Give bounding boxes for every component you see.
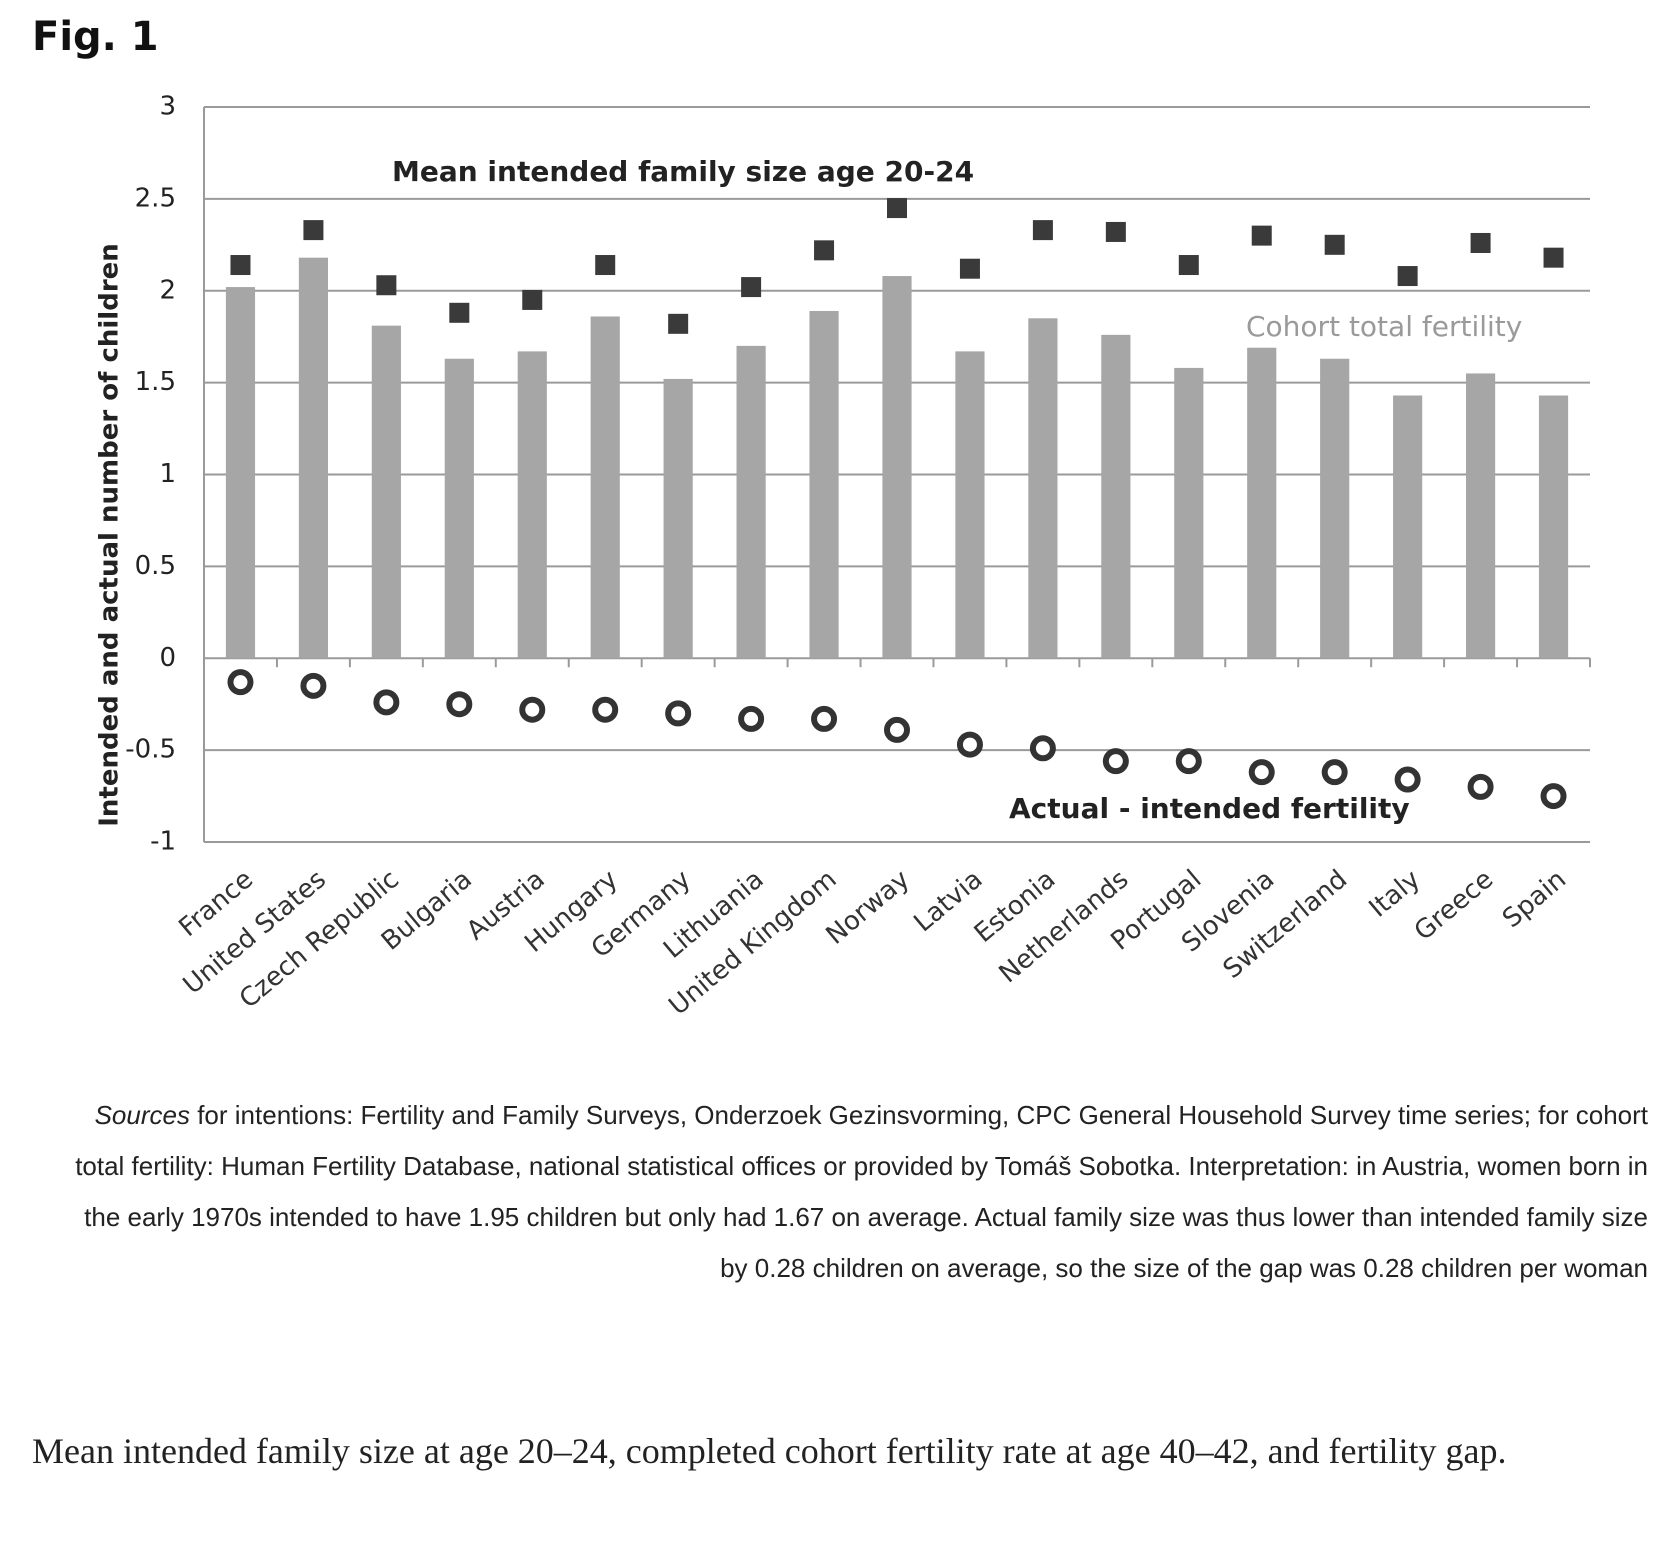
x-tick-label: Italy bbox=[1364, 864, 1426, 923]
circle-marker bbox=[1248, 759, 1275, 786]
bar bbox=[809, 310, 839, 659]
circle-marker bbox=[738, 705, 765, 732]
bar bbox=[663, 378, 693, 659]
y-tick-label: -0.5 bbox=[125, 735, 176, 765]
circle-marker bbox=[1394, 766, 1421, 793]
bar bbox=[1101, 334, 1131, 659]
bar bbox=[955, 351, 985, 659]
circle-marker bbox=[519, 696, 546, 723]
square-marker bbox=[1324, 234, 1345, 255]
circle-marker bbox=[1540, 783, 1567, 810]
circle-marker bbox=[227, 669, 254, 696]
chart: Intended and actual number of children -… bbox=[95, 92, 1591, 1022]
square-marker bbox=[1251, 225, 1272, 246]
square-marker bbox=[376, 275, 397, 296]
y-axis-label: Intended and actual number of children bbox=[95, 243, 125, 827]
circle-marker bbox=[1321, 759, 1348, 786]
square-marker bbox=[959, 258, 980, 279]
circle-marker bbox=[446, 691, 473, 718]
circle-marker bbox=[1467, 773, 1494, 800]
figure-label: Fig. 1 bbox=[32, 14, 159, 60]
square-marker bbox=[230, 255, 251, 276]
y-tick-label: 0 bbox=[159, 643, 176, 673]
bar bbox=[1538, 395, 1569, 659]
y-tick-label: 3 bbox=[159, 92, 176, 122]
bar bbox=[1465, 373, 1496, 659]
square-marker bbox=[449, 302, 470, 323]
square-marker bbox=[1543, 247, 1564, 268]
circle-marker bbox=[373, 689, 400, 716]
bar bbox=[736, 345, 766, 659]
circle-marker bbox=[811, 705, 838, 732]
caption-emphasis: Sources bbox=[94, 1100, 190, 1130]
circle-marker bbox=[1029, 735, 1056, 762]
square-marker bbox=[1470, 232, 1491, 253]
y-tick-label: 2.5 bbox=[135, 183, 176, 213]
circle-marker bbox=[665, 700, 692, 727]
bar bbox=[517, 351, 547, 659]
square-marker bbox=[741, 277, 762, 298]
square-marker bbox=[1105, 221, 1126, 242]
x-tick-label: Spain bbox=[1497, 864, 1572, 934]
square-marker bbox=[887, 198, 907, 219]
bar bbox=[371, 325, 401, 659]
circle-marker bbox=[884, 716, 910, 743]
bar bbox=[1174, 367, 1204, 659]
caption-body: for intentions: Fertility and Family Sur… bbox=[75, 1100, 1648, 1283]
square-marker bbox=[303, 220, 324, 241]
bar bbox=[1028, 318, 1058, 659]
y-tick-label: 0.5 bbox=[135, 551, 176, 581]
x-tick-label: Greece bbox=[1409, 864, 1499, 946]
circle-marker bbox=[956, 731, 983, 758]
bar bbox=[1320, 358, 1350, 659]
circle-marker bbox=[300, 672, 327, 699]
y-tick-label: 2 bbox=[159, 275, 176, 305]
bar bbox=[590, 316, 620, 659]
square-marker bbox=[814, 240, 835, 261]
square-marker bbox=[668, 313, 689, 334]
y-tick-label: 1.5 bbox=[135, 367, 176, 397]
bar bbox=[1393, 395, 1423, 659]
series-label: Cohort total fertility bbox=[1246, 310, 1522, 343]
y-tick-label: -1 bbox=[150, 827, 176, 857]
square-marker bbox=[522, 289, 543, 310]
square-marker bbox=[1178, 255, 1199, 276]
bar bbox=[1247, 347, 1277, 659]
y-tick-label: 1 bbox=[159, 459, 176, 489]
series-label: Mean intended family size age 20-24 bbox=[392, 155, 974, 188]
bar bbox=[444, 358, 474, 659]
caption: Sources for intentions: Fertility and Fa… bbox=[50, 1090, 1648, 1294]
square-marker bbox=[595, 255, 616, 276]
bar bbox=[225, 287, 256, 659]
circle-marker bbox=[1102, 748, 1129, 775]
square-marker bbox=[1397, 266, 1418, 287]
series-label: Actual - intended fertility bbox=[1009, 792, 1410, 825]
square-marker bbox=[1032, 220, 1053, 241]
x-tick-label: Norway bbox=[821, 864, 916, 950]
circle-marker bbox=[592, 696, 619, 723]
bar bbox=[882, 276, 912, 659]
bar bbox=[298, 257, 329, 659]
circle-marker bbox=[1175, 748, 1202, 775]
description: Mean intended family size at age 20–24, … bbox=[32, 1431, 1507, 1471]
